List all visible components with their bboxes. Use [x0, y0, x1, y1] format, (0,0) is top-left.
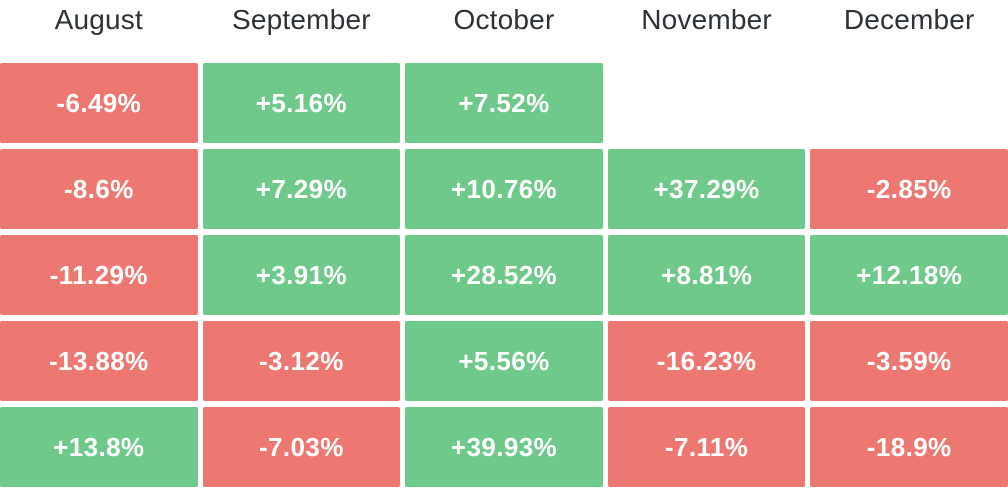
return-cell: +7.29%: [202, 149, 401, 229]
column-header-october: October: [453, 4, 555, 35]
return-cell: -13.88%: [0, 321, 198, 401]
return-cell: -3.59%: [810, 321, 1008, 401]
column-header-december: December: [843, 4, 975, 35]
return-cell: +28.52%: [405, 235, 603, 315]
return-cell: +12.18%: [810, 235, 1008, 315]
column-header-november: November: [641, 4, 772, 35]
return-cell: -7.11%: [607, 407, 806, 487]
return-cell: +3.91%: [202, 235, 401, 315]
return-cell: [608, 63, 806, 143]
return-cell: +37.29%: [607, 149, 806, 229]
return-cell: -11.29%: [0, 235, 198, 315]
return-cell: -7.03%: [202, 407, 401, 487]
return-cell: -18.9%: [810, 407, 1008, 487]
return-cell: +13.8%: [0, 407, 198, 487]
return-cell: +39.93%: [405, 407, 603, 487]
return-cell: -16.23%: [607, 321, 806, 401]
column-header-september: September: [232, 4, 371, 35]
return-cell: +7.52%: [405, 63, 603, 143]
column-header-august: August: [54, 4, 143, 35]
return-cell: +5.16%: [202, 63, 401, 143]
return-cell: -2.85%: [810, 149, 1008, 229]
return-cell: -8.6%: [0, 149, 198, 229]
return-cell: +8.81%: [607, 235, 806, 315]
return-cell: +5.56%: [405, 321, 603, 401]
return-cell: -3.12%: [202, 321, 401, 401]
return-cell: -6.49%: [0, 63, 198, 143]
return-cell: +10.76%: [405, 149, 603, 229]
return-cell: [810, 63, 1008, 143]
